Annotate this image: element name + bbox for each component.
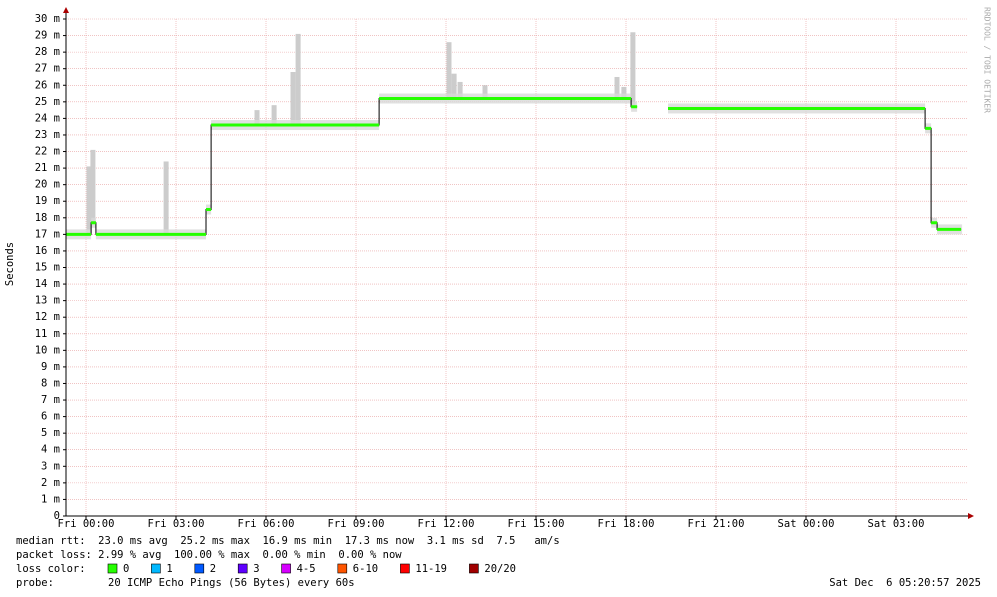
- smoke-spike: [271, 105, 277, 126]
- legend-label: 1: [166, 563, 172, 575]
- x-axis-arrow: [968, 513, 974, 519]
- legend-label: 4-5: [297, 563, 316, 575]
- y-tick-label: 16 m: [35, 245, 60, 257]
- y-tick-label: 12 m: [35, 311, 60, 323]
- y-tick-label: 5 m: [41, 427, 60, 439]
- y-tick-label: 6 m: [41, 411, 60, 423]
- smoke-spike: [621, 86, 627, 99]
- y-tick-label: 14 m: [35, 278, 60, 290]
- smoke-spike: [446, 42, 452, 99]
- y-tick-label: 20 m: [35, 179, 60, 191]
- probe-label: probe:: [16, 577, 54, 589]
- smoke-spike: [630, 32, 636, 107]
- y-axis-label: Seconds: [4, 242, 16, 286]
- y-tick-label: 28 m: [35, 46, 60, 58]
- y-tick-label: 29 m: [35, 30, 60, 42]
- x-tick-label: Fri 15:00: [508, 518, 565, 530]
- y-tick-label: 10 m: [35, 344, 60, 356]
- x-tick-label: Fri 12:00: [418, 518, 475, 530]
- y-tick-label: 3 m: [41, 460, 60, 472]
- smoke-band: [961, 224, 963, 235]
- timestamp: Sat Dec 6 05:20:57 2025: [829, 577, 981, 589]
- smoke-spike: [295, 33, 301, 126]
- smoke-spike: [614, 76, 620, 99]
- legend-swatch: [400, 563, 410, 574]
- loss-legend-label: loss color:: [16, 563, 86, 575]
- y-tick-label: 25 m: [35, 96, 60, 108]
- legend-label: 11-19: [415, 563, 447, 575]
- legend-label: 0: [123, 563, 129, 575]
- y-tick-label: 24 m: [35, 112, 60, 124]
- smoke-spike: [86, 166, 92, 235]
- y-tick-label: 9 m: [41, 361, 60, 373]
- y-tick-label: 19 m: [35, 195, 60, 207]
- y-tick-label: 11 m: [35, 328, 60, 340]
- legend-swatch: [469, 563, 479, 574]
- median-loss-color: [668, 106, 962, 231]
- y-tick-label: 15 m: [35, 262, 60, 274]
- y-tick-label: 23 m: [35, 129, 60, 141]
- legend-label: 6-10: [353, 563, 378, 575]
- x-tick-label: Sat 00:00: [778, 518, 835, 530]
- stats-line: median rtt: 23.0 ms avg 25.2 ms max 16.9…: [16, 535, 560, 547]
- median-loss-color: [66, 97, 638, 236]
- smoke-spike: [290, 72, 296, 126]
- y-tick-label: 22 m: [35, 146, 60, 158]
- smoke-spike: [254, 110, 260, 126]
- y-tick-label: 27 m: [35, 63, 60, 75]
- legend-swatch: [237, 563, 248, 574]
- y-tick-label: 26 m: [35, 79, 60, 91]
- legend-label: 20/20: [484, 563, 516, 575]
- y-tick-label: 8 m: [41, 377, 60, 389]
- x-tick-label: Sat 03:00: [868, 518, 925, 530]
- y-tick-label: 1 m: [41, 493, 60, 505]
- legend-swatch: [151, 563, 161, 574]
- y-tick-label: 13 m: [35, 295, 60, 307]
- smoke-spike: [163, 161, 169, 235]
- smoke-spike: [90, 149, 96, 223]
- legend-label: 2: [210, 563, 216, 575]
- legend-swatch: [194, 563, 205, 574]
- legend-swatch: [107, 563, 118, 574]
- y-tick-label: 17 m: [35, 228, 60, 240]
- y-tick-label: 30 m: [35, 13, 60, 25]
- x-tick-label: Fri 06:00: [238, 518, 295, 530]
- stats-line: packet loss: 2.99 % avg 100.00 % max 0.0…: [16, 549, 402, 561]
- probe: 20 ICMP Echo Pings (56 Bytes) every 60s: [108, 577, 355, 589]
- y-axis-arrow: [63, 7, 69, 13]
- median-line: [668, 107, 962, 230]
- y-tick-label: 0: [54, 510, 60, 522]
- smoke-spike: [451, 73, 457, 99]
- y-tick-label: 2 m: [41, 477, 60, 489]
- y-tick-label: 4 m: [41, 444, 60, 456]
- watermark: RRDTOOL / TOBI OETIKER: [983, 7, 992, 113]
- smoke-spike: [482, 85, 488, 99]
- x-tick-label: Fri 09:00: [328, 518, 385, 530]
- legend-swatch: [281, 563, 291, 574]
- y-tick-label: 7 m: [41, 394, 60, 406]
- y-tick-label: 18 m: [35, 212, 60, 224]
- legend-label: 3: [253, 563, 259, 575]
- legend-swatch: [337, 563, 348, 574]
- y-tick-label: 21 m: [35, 162, 60, 174]
- x-tick-label: Fri 00:00: [58, 518, 115, 530]
- x-tick-label: Fri 03:00: [148, 518, 205, 530]
- x-tick-label: Fri 21:00: [688, 518, 745, 530]
- smoke-spike: [457, 81, 463, 99]
- x-tick-label: Fri 18:00: [598, 518, 655, 530]
